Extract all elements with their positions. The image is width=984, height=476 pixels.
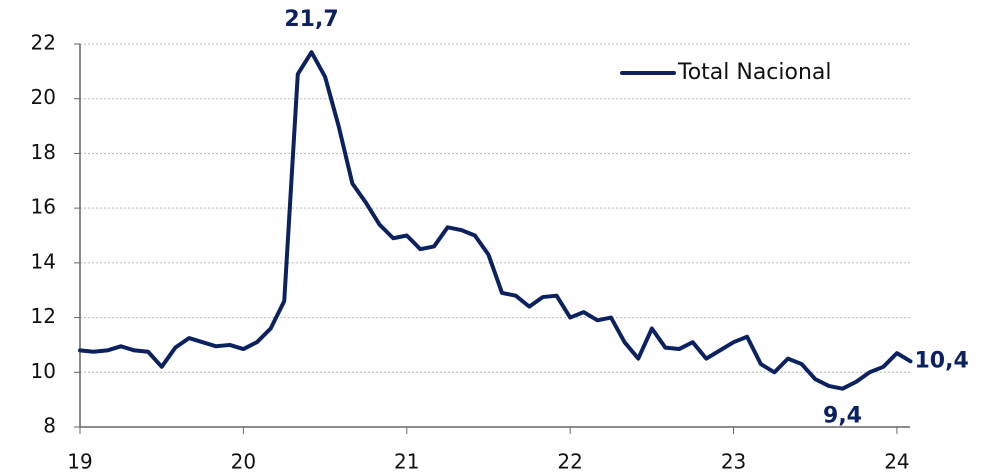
x-tick-label: 23 [721,450,746,474]
x-tick-label: 22 [557,450,582,474]
legend-label: Total Nacional [677,60,832,85]
y-tick-label: 8 [43,414,56,438]
y-tick-label: 18 [31,140,56,164]
x-tick-label: 21 [394,450,419,474]
x-tick-label: 24 [884,450,909,474]
y-tick-label: 22 [31,31,56,55]
data-label: 9,4 [823,404,862,429]
y-tick-label: 12 [31,304,56,328]
x-tick-label: 20 [231,450,256,474]
y-tick-label: 20 [31,85,56,109]
y-tick-label: 14 [31,249,56,273]
y-tick-label: 10 [31,359,56,383]
data-label: 21,7 [284,7,338,32]
y-tick-label: 16 [31,195,56,219]
x-tick-label: 19 [67,450,92,474]
data-line [78,50,913,391]
data-label: 10,4 [914,348,968,373]
